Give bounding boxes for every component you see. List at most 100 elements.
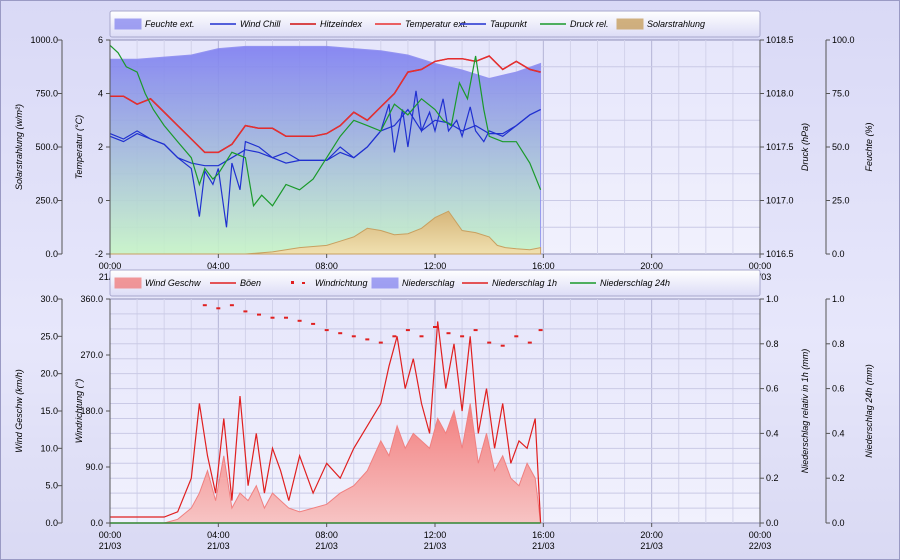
y-tick-label: 0.8 (766, 339, 779, 349)
legend-label: Windrichtung (315, 278, 367, 288)
legend-label: Böen (240, 278, 261, 288)
x-tick-label: 08:00 (315, 530, 338, 540)
y-tick-label: 1.0 (766, 294, 779, 304)
legend-label: Hitzeindex (320, 19, 363, 29)
legend-label: Niederschlag (402, 278, 455, 288)
y-tick-label: 180.0 (80, 406, 103, 416)
y-tick-label: 30.0 (40, 294, 58, 304)
y-tick-label: 0.0 (90, 518, 103, 528)
x-date-label: 21/03 (424, 541, 447, 551)
legend-label: Druck rel. (570, 19, 609, 29)
y-tick-label: 6 (98, 35, 103, 45)
x-tick-label: 04:00 (207, 261, 230, 271)
legend-label: Wind Chill (240, 19, 281, 29)
wind-direction-point (202, 304, 207, 307)
y-tick-label: 0.8 (832, 339, 845, 349)
y-tick-label: 1016.5 (766, 249, 794, 259)
y-tick-label: 10.0 (40, 443, 58, 453)
x-tick-label: 00:00 (749, 530, 772, 540)
y-axis-title: Feuchte (%) (864, 122, 874, 171)
y-tick-label: 0 (98, 196, 103, 206)
wind-direction-point (392, 335, 397, 338)
y-tick-label: 0.0 (766, 518, 779, 528)
y-tick-label: 0.0 (832, 249, 845, 259)
x-date-label: 22/03 (749, 541, 772, 551)
y-tick-label: 50.0 (832, 142, 850, 152)
legend-swatch (616, 18, 644, 30)
y-tick-label: 0.6 (766, 384, 779, 394)
wind-direction-point (378, 341, 383, 344)
x-tick-label: 20:00 (640, 261, 663, 271)
wind-direction-point (419, 335, 424, 338)
y-tick-label: 1018.5 (766, 35, 794, 45)
wind-direction-point (433, 326, 437, 328)
y-tick-label: 100.0 (832, 35, 855, 45)
series-area-wind (110, 403, 542, 524)
wind-direction-point (297, 319, 302, 322)
x-tick-label: 12:00 (424, 530, 447, 540)
wind-direction-point (229, 304, 234, 307)
legend-swatch (114, 18, 142, 30)
legend-swatch (114, 277, 142, 289)
wind-direction-point (538, 329, 543, 332)
wind-direction-point (365, 338, 370, 341)
y-axis-title: Windrichtung (°) (74, 379, 84, 444)
y-tick-label: 0.2 (832, 473, 845, 483)
y-tick-label: 360.0 (80, 294, 103, 304)
x-tick-label: 08:00 (315, 261, 338, 271)
wind-direction-point (405, 329, 410, 332)
x-tick-label: 00:00 (99, 530, 122, 540)
wind-direction-point (243, 310, 248, 313)
wind-direction-point (514, 335, 519, 338)
wind-direction-point (351, 335, 356, 338)
x-tick-label: 16:00 (532, 530, 555, 540)
y-axis-title: Niederschlag relativ in 1h (mm) (800, 349, 810, 474)
y-tick-label: 1017.0 (766, 196, 794, 206)
y-tick-label: 0.2 (766, 473, 779, 483)
x-date-label: 21/03 (532, 541, 555, 551)
x-tick-label: 20:00 (640, 530, 663, 540)
y-tick-label: 250.0 (35, 196, 58, 206)
y-axis-title: Solarstrahlung (w/m²) (14, 104, 24, 190)
y-tick-label: 75.0 (832, 89, 850, 99)
y-axis-title: Temperatur (°C) (74, 115, 84, 179)
wind-direction-point (527, 341, 532, 344)
y-tick-label: 25.0 (40, 331, 58, 341)
wind-direction-point (338, 332, 343, 335)
wind-direction-point (284, 316, 288, 319)
y-tick-label: 15.0 (40, 406, 58, 416)
y-tick-label: 0.0 (832, 518, 845, 528)
legend-label: Taupunkt (490, 19, 527, 29)
y-tick-label: 20.0 (40, 369, 58, 379)
legend-box (109, 269, 761, 297)
y-axis-title: Niederschlag 24h (mm) (864, 364, 874, 458)
legend-label: Solarstrahlung (647, 19, 705, 29)
y-axis-title: Wind Geschw (km/h) (14, 369, 24, 452)
legend-swatch (302, 282, 305, 284)
y-tick-label: 1018.0 (766, 89, 794, 99)
wind-direction-point (324, 329, 329, 332)
x-date-label: 21/03 (99, 541, 122, 551)
legend-swatch (371, 277, 399, 289)
wind-direction-point (311, 322, 316, 325)
y-tick-label: 0.4 (832, 428, 845, 438)
x-date-label: 21/03 (207, 541, 230, 551)
y-tick-label: 25.0 (832, 196, 850, 206)
wind-direction-point (487, 341, 492, 344)
y-tick-label: 1017.5 (766, 142, 794, 152)
series-line (109, 108, 541, 167)
wind-direction-point (473, 329, 478, 332)
wind-direction-point (270, 316, 275, 319)
x-tick-label: 04:00 (207, 530, 230, 540)
y-tick-label: 5.0 (45, 481, 58, 491)
y-tick-label: 0.0 (45, 518, 58, 528)
x-date-label: 21/03 (315, 541, 338, 551)
y-tick-label: 90.0 (85, 462, 103, 472)
wind-direction-point (500, 344, 505, 347)
y-tick-label: 0.0 (45, 249, 58, 259)
y-tick-label: 750.0 (35, 89, 58, 99)
legend-label: Niederschlag 1h (492, 278, 557, 288)
series-line (110, 55, 541, 153)
x-tick-label: 16:00 (532, 261, 555, 271)
